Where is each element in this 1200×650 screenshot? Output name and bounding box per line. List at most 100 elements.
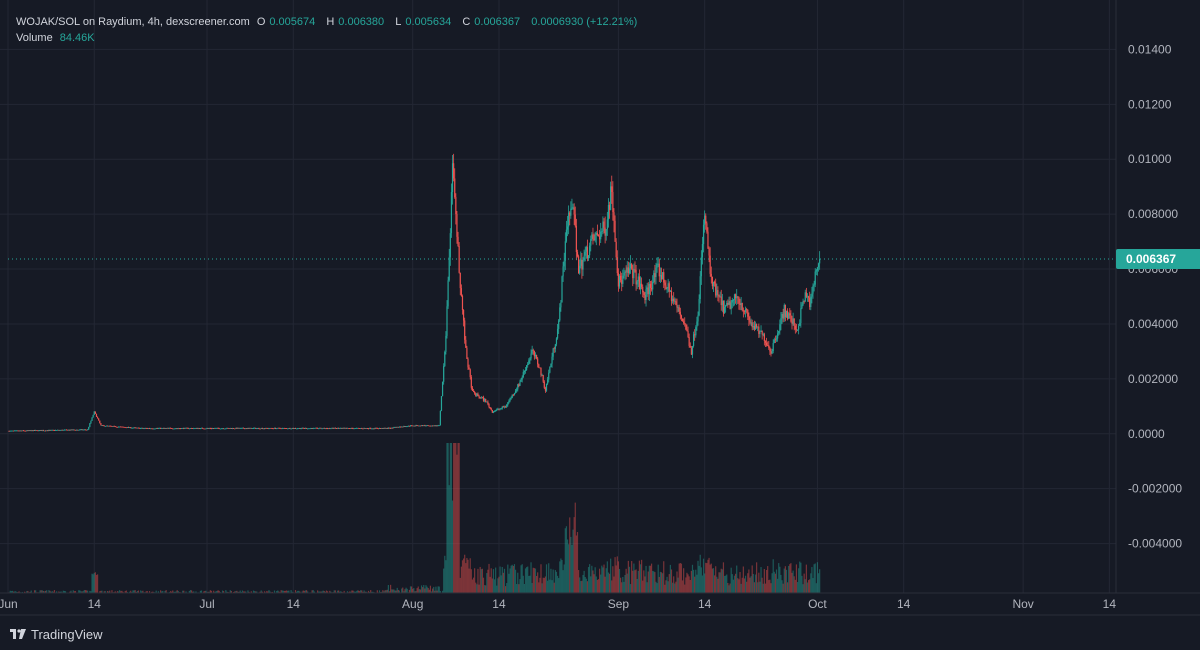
candle-body — [810, 296, 812, 308]
volume-bar — [602, 567, 604, 593]
volume-bar — [319, 591, 321, 593]
volume-bar — [93, 572, 95, 593]
candle-body — [706, 223, 708, 232]
volume-bar — [79, 590, 81, 593]
candle-body — [483, 399, 486, 401]
volume-bar — [786, 582, 789, 593]
candle-body — [335, 428, 338, 429]
candle-body — [172, 428, 174, 430]
volume-bar — [321, 591, 323, 593]
candle-body — [203, 428, 205, 430]
candle-body — [712, 281, 715, 287]
candle-body — [424, 425, 426, 427]
volume-bar — [396, 587, 398, 593]
candle-body — [695, 327, 697, 336]
candle-body — [572, 207, 574, 209]
candle-body — [612, 192, 614, 213]
volume-bar — [626, 573, 628, 593]
volume-bar — [611, 580, 613, 593]
volume-bar — [594, 567, 596, 593]
candle-body — [611, 186, 613, 193]
time-axis[interactable]: Jun 14 Jul 14 Aug 14 Sep 14 Oct 14 Nov 14 — [0, 597, 1116, 611]
candle-body — [44, 430, 47, 432]
volume-bar — [654, 572, 656, 593]
volume-bar — [544, 576, 547, 593]
volume-bar — [155, 590, 157, 593]
volume-bar — [559, 561, 561, 593]
tradingview-logo[interactable]: TradingView — [10, 624, 103, 644]
grid — [0, 0, 1116, 593]
volume-bar — [361, 590, 363, 593]
volume-bar — [571, 544, 573, 593]
volume-bar — [552, 569, 554, 593]
volume-bar — [635, 569, 637, 593]
candle-body — [284, 428, 287, 429]
candle-body — [163, 428, 165, 429]
volume-bar — [320, 591, 322, 593]
candle-body — [696, 321, 698, 328]
candle-body — [762, 334, 764, 336]
volume-bar — [634, 570, 636, 593]
volume-bar — [667, 581, 669, 593]
candle-body — [376, 428, 378, 429]
volume-bar — [390, 584, 392, 593]
volume-bar — [472, 577, 475, 593]
volume-bar — [229, 590, 231, 593]
volume-bar — [388, 591, 391, 593]
candle-body — [519, 381, 521, 386]
candle-body — [276, 428, 278, 430]
volume-bar — [339, 591, 341, 593]
candle-body — [256, 428, 258, 430]
candle-body — [441, 381, 444, 397]
candle-body — [221, 428, 224, 430]
candle-body — [227, 427, 229, 429]
candle-body — [267, 428, 269, 429]
x-tick-label: Sep — [608, 597, 630, 611]
volume-bar — [717, 578, 719, 593]
volume-bar — [705, 562, 707, 593]
candle-body — [554, 344, 556, 349]
candle-body — [377, 428, 380, 430]
candle-body — [225, 428, 227, 430]
candle-body — [148, 428, 151, 430]
candle-body — [342, 427, 344, 429]
candle-body — [586, 247, 589, 259]
volume-bar — [534, 568, 537, 593]
volume-bar — [183, 590, 185, 593]
volume-bar — [470, 569, 472, 593]
candle-body — [40, 430, 42, 431]
candle-body — [158, 427, 161, 429]
candle-body — [117, 426, 120, 428]
volume-bar — [759, 581, 761, 593]
volume-bar — [742, 566, 744, 593]
price-axis[interactable]: 0.014000.012000.010000.0080000.0060000.0… — [1128, 42, 1182, 550]
candle-body — [271, 428, 273, 430]
candle-body — [647, 287, 649, 295]
volume-bar — [764, 583, 767, 593]
candle-body — [528, 360, 530, 364]
candle-body — [384, 427, 386, 429]
volume-bar — [40, 590, 42, 593]
volume-bar — [151, 591, 153, 593]
volume-bar — [591, 565, 593, 593]
candle-body — [92, 414, 94, 418]
candle-body — [119, 426, 121, 428]
volume-bar — [427, 587, 429, 593]
candle-body — [281, 428, 283, 429]
candle-body — [809, 297, 811, 308]
candle-body — [165, 428, 167, 429]
candle-body — [75, 429, 78, 431]
volume-bar — [781, 580, 783, 593]
candle-body — [562, 266, 564, 277]
candle-body — [580, 259, 582, 266]
volume-bar — [727, 582, 729, 593]
volume-bar — [551, 580, 553, 593]
candle-body — [324, 428, 326, 430]
volume-bar — [478, 584, 480, 593]
candle-body — [509, 398, 511, 401]
volume-bar — [169, 591, 172, 593]
candle-body — [349, 428, 351, 429]
volume-bar — [673, 576, 675, 593]
volume-bar — [749, 577, 751, 593]
